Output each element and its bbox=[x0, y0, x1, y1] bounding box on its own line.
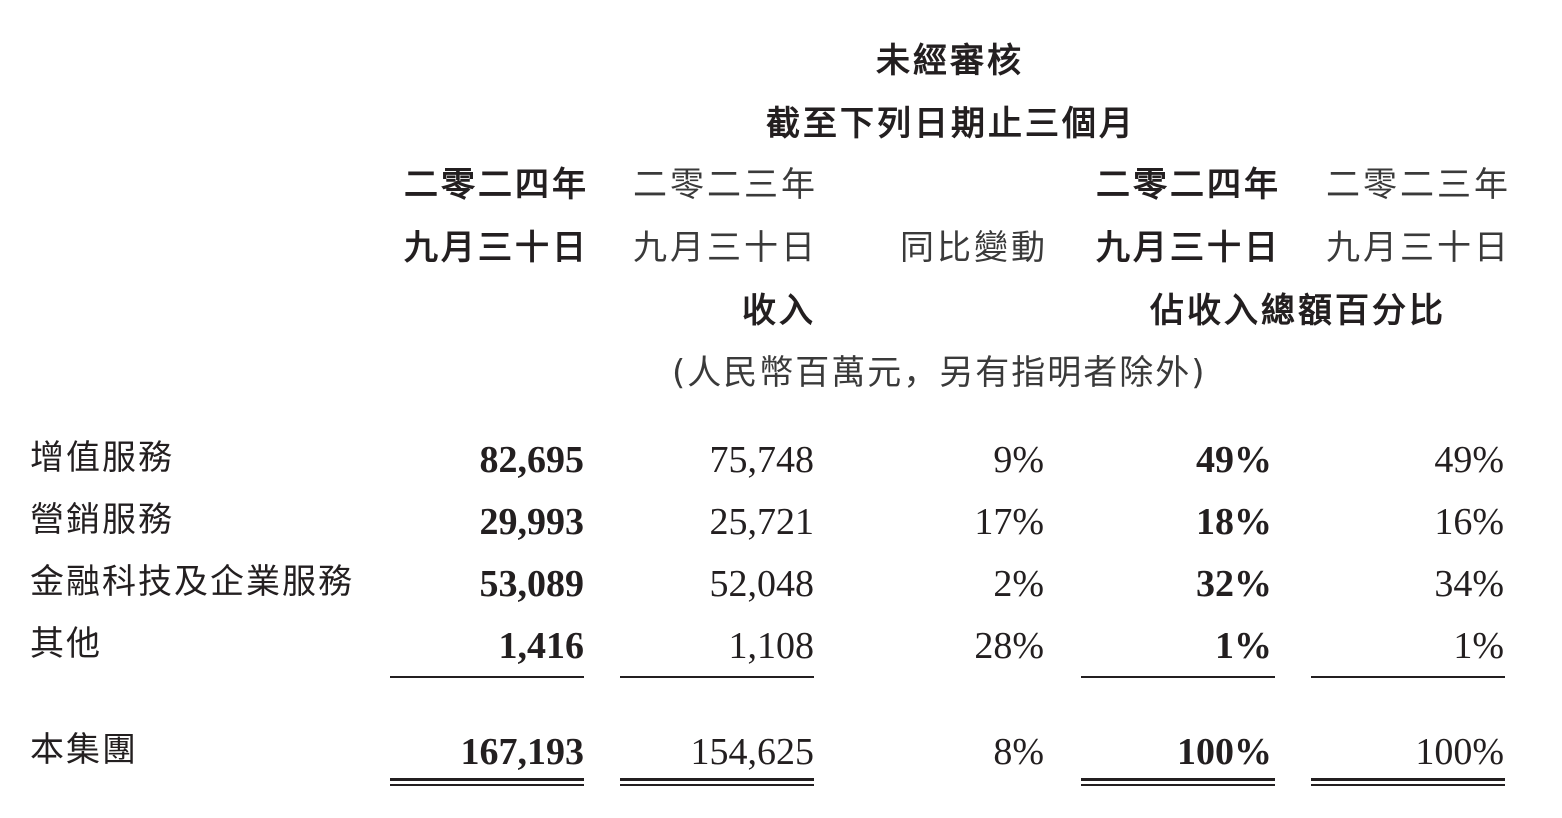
unit-note: (人民幣百萬元，另有指明者除外) bbox=[672, 353, 1207, 393]
cell-rev-2023: 75,748 bbox=[709, 439, 815, 481]
total-double-rule-top bbox=[1081, 778, 1275, 781]
col-header-rev-2024-year: 二零二四年 bbox=[404, 165, 589, 205]
total-double-rule-top bbox=[1311, 778, 1505, 781]
total-double-rule-top bbox=[390, 778, 584, 781]
cell-rev-2023: 25,721 bbox=[709, 501, 815, 543]
row-label-group-total: 本集團 bbox=[30, 730, 138, 770]
col-header-rev-2023-year: 二零二三年 bbox=[633, 165, 818, 205]
total-double-rule-bottom bbox=[1081, 784, 1275, 786]
cell-pct-2024: 18% bbox=[1196, 501, 1272, 543]
cell-rev-2024: 82,695 bbox=[479, 439, 585, 481]
total-yoy: 8% bbox=[993, 731, 1044, 773]
total-rev-2023: 154,625 bbox=[690, 731, 815, 773]
total-rev-2024: 167,193 bbox=[460, 731, 585, 773]
row-label-fintech-business-services: 金融科技及企業服務 bbox=[30, 562, 354, 602]
cell-yoy: 28% bbox=[974, 625, 1044, 667]
subtotal-rule bbox=[1081, 676, 1275, 678]
col-header-rev-2024-date: 九月三十日 bbox=[404, 228, 589, 268]
subtotal-rule bbox=[1311, 676, 1505, 678]
cell-pct-2023: 16% bbox=[1434, 501, 1504, 543]
cell-rev-2023: 1,108 bbox=[728, 625, 815, 667]
cell-pct-2024: 1% bbox=[1215, 625, 1272, 667]
total-double-rule-top bbox=[620, 778, 814, 781]
total-double-rule-bottom bbox=[620, 784, 814, 786]
cell-yoy: 2% bbox=[993, 563, 1044, 605]
cell-pct-2023: 1% bbox=[1453, 625, 1504, 667]
cell-rev-2024: 1,416 bbox=[498, 625, 585, 667]
cell-pct-2023: 34% bbox=[1434, 563, 1504, 605]
cell-pct-2024: 49% bbox=[1196, 439, 1272, 481]
col-header-rev-2023-date: 九月三十日 bbox=[633, 228, 818, 268]
cell-yoy: 17% bbox=[974, 501, 1044, 543]
total-pct-2024: 100% bbox=[1177, 731, 1272, 773]
col-header-pct-2023-year: 二零二三年 bbox=[1326, 165, 1511, 205]
total-double-rule-bottom bbox=[390, 784, 584, 786]
subtotal-rule bbox=[620, 676, 814, 678]
col-header-pct-2024-date: 九月三十日 bbox=[1096, 228, 1281, 268]
row-label-others: 其他 bbox=[30, 624, 102, 664]
total-double-rule-bottom bbox=[1311, 784, 1505, 786]
pct-group-heading: 佔收入總額百分比 bbox=[1150, 291, 1446, 331]
col-header-yoy: 同比變動 bbox=[900, 228, 1048, 268]
row-label-value-added-services: 增值服務 bbox=[30, 438, 174, 478]
cell-rev-2024: 53,089 bbox=[479, 563, 585, 605]
total-pct-2023: 100% bbox=[1415, 731, 1504, 773]
cell-rev-2023: 52,048 bbox=[709, 563, 815, 605]
subtotal-rule bbox=[390, 676, 584, 678]
audit-status-heading: 未經審核 bbox=[876, 41, 1024, 81]
cell-pct-2024: 32% bbox=[1196, 563, 1272, 605]
cell-pct-2023: 49% bbox=[1434, 439, 1504, 481]
revenue-group-heading: 收入 bbox=[742, 291, 816, 331]
cell-yoy: 9% bbox=[993, 439, 1044, 481]
col-header-pct-2023-date: 九月三十日 bbox=[1326, 228, 1511, 268]
cell-rev-2024: 29,993 bbox=[479, 501, 585, 543]
row-label-marketing-services: 營銷服務 bbox=[30, 500, 174, 540]
col-header-pct-2024-year: 二零二四年 bbox=[1096, 165, 1281, 205]
period-heading: 截至下列日期止三個月 bbox=[766, 104, 1136, 144]
